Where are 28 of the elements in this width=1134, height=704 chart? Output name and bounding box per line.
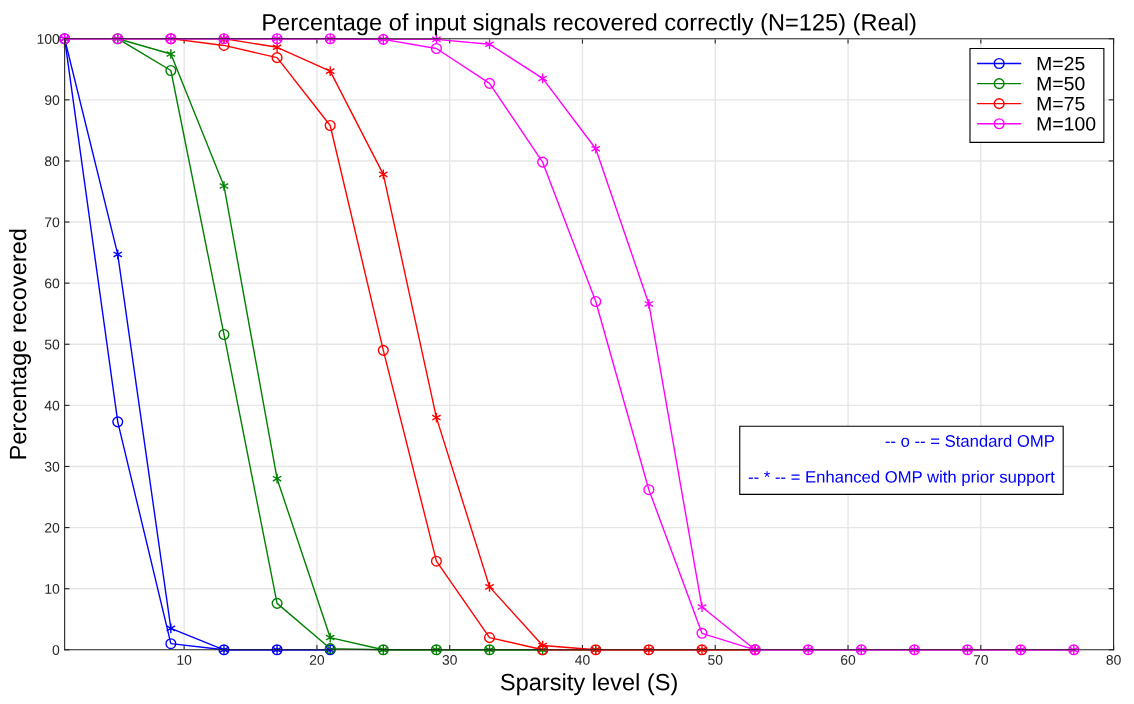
- y-tick-label: 70: [45, 217, 60, 228]
- y-tick-label: 90: [44, 95, 60, 105]
- y-tick-label: 30: [44, 461, 60, 472]
- y-tick-label: 80: [44, 156, 60, 167]
- y-axis-title: Percentage recovered: [9, 229, 32, 459]
- y-tick-label: 60: [45, 278, 60, 289]
- y-tick-label: 20: [45, 522, 60, 533]
- x-tick-label: 80: [1106, 655, 1121, 665]
- y-tick-label: 100: [37, 34, 60, 44]
- x-tick-label: 20: [309, 655, 325, 665]
- annotation: -- * -- = Enhanced OMP with prior support: [748, 470, 1055, 487]
- x-tick-label: 40: [575, 655, 590, 665]
- y-tick-label: 0: [52, 645, 60, 655]
- y-tick-label: 10: [45, 584, 60, 594]
- legend-label: M=100: [1037, 116, 1096, 131]
- x-tick-label: 10: [177, 655, 192, 665]
- legend-label: M=50: [1037, 76, 1085, 91]
- chart-title: Percentage of input signals recovered correctly (N=125) (Real): [263, 13, 916, 36]
- annotation: -- o -- = Standard OMP: [885, 434, 1054, 447]
- x-tick-label: 50: [708, 655, 723, 665]
- x-axis-title: Sparsity level (S): [500, 673, 677, 696]
- x-tick-label: 60: [841, 655, 856, 665]
- legend-label: M=75: [1037, 97, 1085, 111]
- y-tick-label: 50: [44, 339, 60, 350]
- y-tick-label: 40: [44, 400, 60, 411]
- x-tick-label: 30: [442, 655, 457, 665]
- x-tick-label: 70: [973, 655, 988, 665]
- legend-label: M=25: [1037, 56, 1085, 71]
